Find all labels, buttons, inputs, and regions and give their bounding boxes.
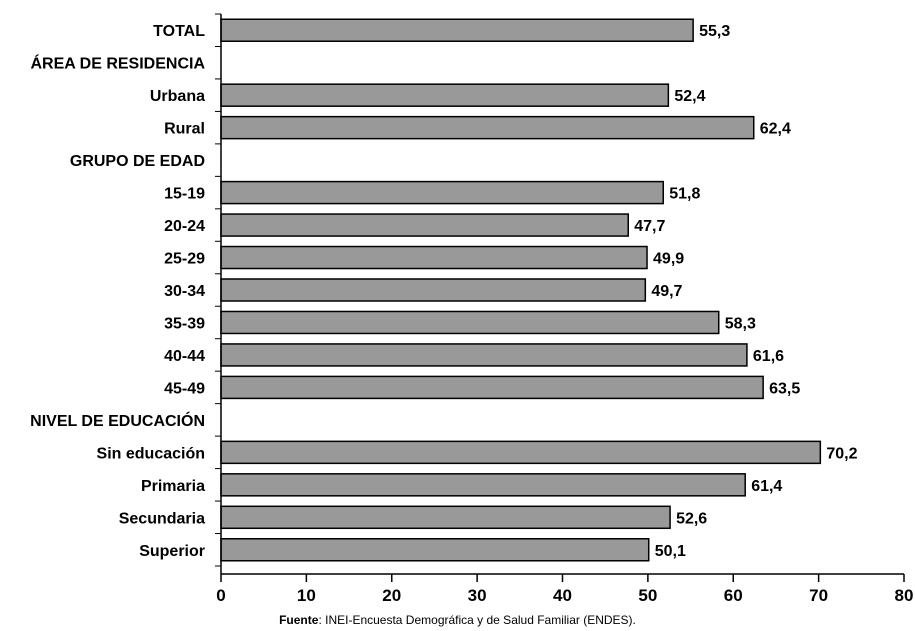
bar	[220, 375, 764, 400]
x-tick-label: 30	[468, 586, 487, 605]
value-label: 61,6	[753, 348, 784, 365]
bar	[220, 343, 748, 367]
bar	[220, 440, 822, 465]
category-label: 15-19	[164, 186, 205, 203]
value-label: 49,7	[651, 283, 682, 300]
category-label: 20-24	[164, 218, 205, 235]
x-tick-label: 10	[297, 586, 316, 605]
category-label: Sin educación	[97, 445, 205, 462]
x-tick-label: 50	[638, 586, 657, 605]
category-label: Urbana	[150, 88, 205, 105]
bar	[220, 473, 746, 497]
value-label: 47,7	[634, 218, 665, 235]
value-label: 50,1	[655, 543, 686, 560]
value-label: 70,2	[826, 445, 857, 462]
category-label: Rural	[164, 121, 205, 138]
group-header-label: GRUPO DE EDAD	[70, 153, 205, 170]
value-label: 51,8	[669, 186, 700, 203]
group-header-label: NIVEL DE EDUCACIÓN	[30, 411, 205, 430]
bar	[220, 245, 648, 270]
bar	[220, 310, 720, 335]
x-tick-label: 40	[553, 586, 572, 605]
source-prefix: Fuente	[279, 613, 319, 627]
bar	[220, 83, 670, 107]
value-label: 61,4	[751, 478, 782, 495]
group-header-label: ÁREA DE RESIDENCIA	[30, 54, 205, 73]
value-label: 52,6	[676, 510, 707, 527]
category-label: Primaria	[141, 478, 205, 495]
x-tick-label: 70	[809, 586, 828, 605]
category-label: 25-29	[164, 251, 205, 268]
value-label: 62,4	[760, 121, 791, 138]
bar	[220, 180, 664, 205]
bar	[220, 213, 629, 237]
value-label: 58,3	[725, 315, 756, 332]
x-tick-label: 60	[724, 586, 743, 605]
category-label: Superior	[139, 543, 205, 560]
category-label: 40-44	[164, 348, 205, 365]
x-tick-label: 80	[895, 586, 914, 605]
value-label: 63,5	[769, 380, 800, 397]
value-label: 52,4	[674, 88, 705, 105]
value-label: 55,3	[699, 23, 730, 40]
category-label: Secundaria	[119, 510, 205, 527]
value-label: 49,9	[653, 251, 684, 268]
bar	[220, 18, 694, 42]
category-label: 45-49	[164, 380, 205, 397]
bar	[220, 278, 647, 302]
x-tick-label: 20	[382, 586, 401, 605]
bar	[220, 505, 671, 530]
category-label: 30-34	[164, 283, 205, 300]
source-note: Fuente: INEI-Encuesta Demográfica y de S…	[0, 613, 915, 627]
category-label: TOTAL	[153, 23, 205, 40]
bar	[220, 538, 650, 562]
bar	[220, 115, 755, 140]
category-label: 35-39	[164, 315, 205, 332]
x-tick-label: 0	[216, 586, 225, 605]
source-text: : INEI-Encuesta Demográfica y de Salud F…	[318, 613, 636, 627]
